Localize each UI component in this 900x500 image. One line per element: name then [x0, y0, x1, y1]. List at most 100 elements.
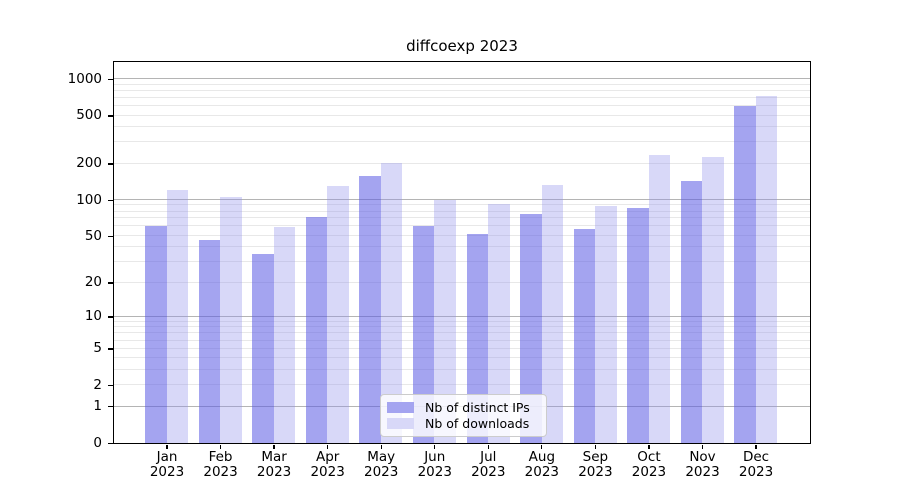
x-tick-label: Mar 2023 [246, 448, 302, 481]
x-tick-month: Nov [689, 448, 716, 465]
x-tick-mark [434, 444, 436, 449]
gridline-minor [114, 141, 810, 143]
legend-label-downloads: Nb of downloads [425, 416, 530, 432]
y-tick-label: 500 [76, 107, 102, 124]
gridline-minor [114, 114, 810, 116]
bar-downloads-mar [273, 227, 296, 443]
x-tick-month: Apr [315, 448, 340, 465]
x-tick-year: 2023 [738, 464, 774, 481]
x-tick-label: Jun 2023 [407, 449, 463, 481]
x-tick-label: Aug 2023 [514, 448, 570, 481]
gridline-minor [114, 347, 810, 349]
x-tick-year: 2023 [203, 464, 238, 481]
y-tick-mark [107, 384, 113, 387]
gridline-minor [114, 96, 810, 98]
y-tick-mark [107, 442, 113, 444]
y-tick-label: 0 [93, 434, 102, 451]
bar-distinct-ips-jul [466, 233, 488, 443]
bar-downloads-jan [166, 189, 189, 443]
x-tick-label: Apr 2023 [300, 448, 356, 481]
y-tick-mark [107, 406, 113, 408]
gridline-minor [114, 225, 810, 227]
gridline-minor [114, 126, 810, 128]
x-tick-month: May [367, 448, 396, 465]
x-tick-year: 2023 [524, 464, 560, 481]
bar-downloads-apr [327, 185, 349, 443]
bar-distinct-ips-may [359, 176, 381, 443]
x-tick-mark [648, 444, 650, 449]
x-tick-year: 2023 [578, 464, 613, 481]
gridline-minor [114, 104, 810, 106]
legend: Nb of distinct IPs Nb of downloads [380, 394, 547, 437]
y-tick-label: 1000 [67, 70, 102, 87]
x-tick-mark [701, 444, 704, 449]
gridline-minor [114, 368, 810, 370]
x-tick-month: Feb [208, 448, 233, 465]
x-tick-year: 2023 [256, 464, 292, 481]
bar-downloads-aug [541, 185, 564, 443]
x-tick-mark [273, 444, 275, 449]
y-tick-mark [107, 163, 113, 165]
bar-downloads-sep [595, 206, 617, 443]
bar-downloads-feb [220, 196, 242, 443]
y-tick-mark [107, 282, 113, 284]
x-tick-mark [327, 444, 329, 449]
gridline-minor [114, 162, 810, 164]
x-tick-year: 2023 [149, 464, 185, 481]
y-tick-label: 5 [93, 340, 102, 357]
x-tick-year: 2023 [631, 464, 667, 481]
x-tick-label: Nov 2023 [675, 448, 731, 481]
chart-title: diffcoexp 2023 [406, 37, 518, 55]
x-tick-month: Oct [637, 448, 661, 465]
x-tick-label: Feb 2023 [193, 448, 249, 481]
x-tick-month: Jan [156, 448, 178, 465]
x-tick-year: 2023 [417, 464, 452, 481]
legend-swatch-downloads-icon [387, 418, 414, 430]
bar-distinct-ips-apr [305, 217, 328, 443]
plot-area: Nb of distinct IPs Nb of downloads [113, 61, 811, 444]
legend-item-downloads: Nb of downloads [387, 416, 538, 431]
x-tick-month: Mar [261, 448, 287, 465]
gridline-minor [114, 89, 810, 91]
gridline-minor [114, 326, 810, 328]
x-tick-mark [380, 444, 382, 449]
y-tick-label: 10 [84, 308, 102, 325]
gridline-minor [114, 246, 810, 248]
x-tick-year: 2023 [685, 464, 720, 481]
y-tick-mark [107, 235, 113, 237]
y-tick-label: 200 [76, 155, 102, 172]
y-tick-mark [107, 115, 113, 117]
x-tick-label: Oct 2023 [621, 448, 677, 481]
x-tick-mark [487, 444, 489, 449]
x-tick-mark [594, 444, 597, 449]
gridline-minor [114, 217, 810, 219]
x-tick-label: Sep 2023 [567, 449, 623, 481]
bar-downloads-jul [488, 203, 510, 443]
gridline-minor [114, 332, 810, 334]
gridline-minor [114, 204, 810, 206]
bar-distinct-ips-jun [412, 226, 435, 443]
x-tick-label: May 2023 [353, 448, 409, 481]
bar-distinct-ips-oct [627, 207, 649, 443]
gridline-minor [114, 339, 810, 341]
x-tick-label: Jul 2023 [460, 448, 516, 481]
x-tick-mark [541, 444, 543, 449]
bar-distinct-ips-jan [145, 226, 167, 443]
bar-distinct-ips-nov [680, 181, 703, 443]
y-tick-mark [107, 316, 113, 318]
y-tick-label: 100 [76, 191, 102, 208]
bar-distinct-ips-feb [198, 240, 221, 443]
gridline-minor [114, 83, 810, 85]
gridline-minor [114, 320, 810, 322]
gridline-minor [114, 357, 810, 359]
x-tick-mark [166, 444, 168, 449]
x-tick-month: Dec [742, 448, 770, 465]
x-tick-mark [755, 444, 757, 449]
x-tick-label: Dec 2023 [728, 448, 784, 481]
x-tick-month: Aug [528, 448, 556, 465]
legend-label-distinct-ips: Nb of distinct IPs [425, 399, 530, 415]
legend-swatch-distinct-ips-icon [387, 401, 414, 413]
gridline-major [114, 78, 810, 80]
x-tick-month: Jul [480, 448, 497, 465]
